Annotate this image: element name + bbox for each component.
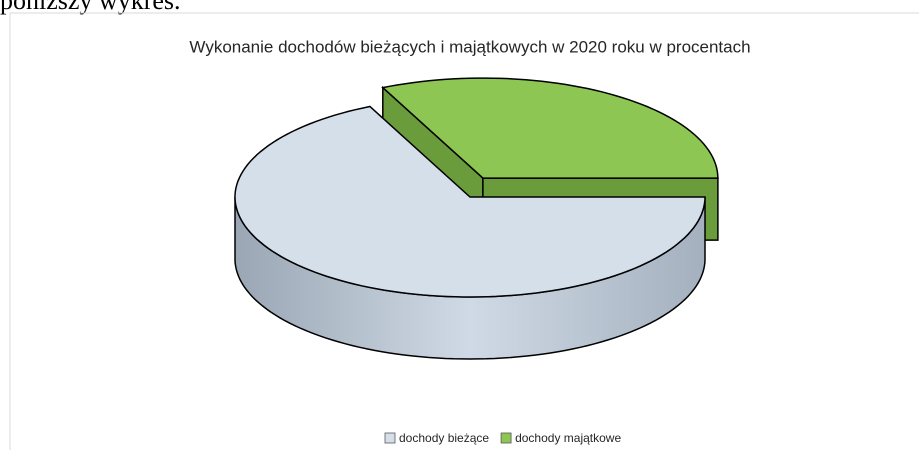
legend-swatch <box>500 432 512 444</box>
legend-swatch <box>384 432 396 444</box>
slice-top <box>234 105 706 298</box>
legend-label: dochody bieżące <box>399 431 489 445</box>
legend-label: dochody majątkowe <box>515 431 621 445</box>
chart-border <box>9 12 919 450</box>
document-text: poniższy wykres. <box>0 0 181 15</box>
chart-title: Wykonanie dochodów bieżących i majątkowy… <box>189 37 750 56</box>
slice <box>234 105 706 360</box>
slice-top <box>381 77 719 179</box>
